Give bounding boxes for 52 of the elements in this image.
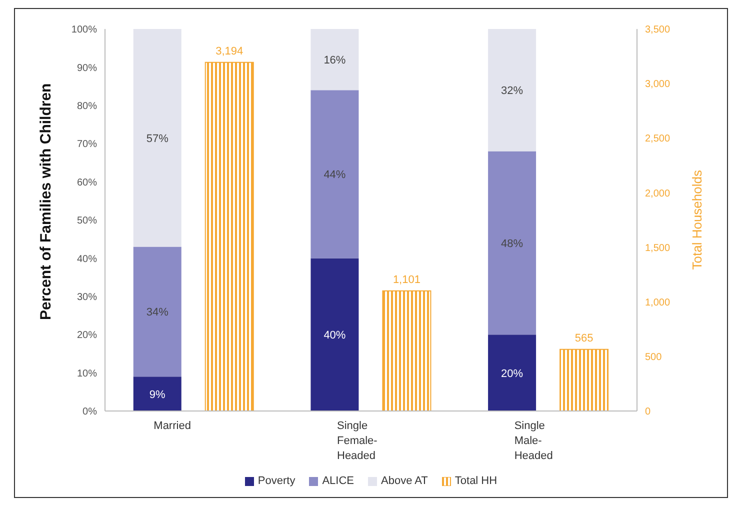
data-label: 40%: [324, 330, 346, 342]
y2-tick-label: 3,000: [645, 79, 670, 90]
legend-label: ALICE: [322, 475, 354, 487]
bar: [133, 246, 182, 377]
y-tick-label: 60%: [76, 177, 98, 188]
bar: [133, 376, 182, 411]
y2-tick-label: 1,000: [645, 297, 670, 308]
data-label: 34%: [146, 306, 169, 319]
bar: [560, 348, 609, 411]
bar: [382, 290, 432, 411]
y-tick-label: 80%: [76, 100, 98, 112]
data-label: 1,101: [392, 274, 420, 286]
bar: [488, 151, 536, 335]
data-label: 16%: [324, 54, 346, 67]
legend-label: Poverty: [258, 475, 296, 487]
bar: [310, 90, 359, 258]
y-tick-label: 100%: [71, 24, 98, 36]
data-label: 48%: [501, 238, 524, 250]
y-tick-label: 90%: [76, 62, 98, 74]
y-tick-label: 10%: [76, 368, 98, 380]
x-tick-label: Married: [154, 420, 191, 432]
y2-tick-label: 1,500: [645, 242, 670, 254]
bar: [488, 29, 536, 152]
legend-label: Total HH: [454, 475, 498, 487]
y-tick-label: 70%: [76, 139, 98, 150]
data-label: 565: [574, 332, 594, 344]
bar: [488, 334, 536, 411]
bar: [310, 258, 359, 411]
y-tick-label: 50%: [76, 216, 98, 227]
y2-axis-title: Total Households: [690, 170, 705, 270]
data-label: 32%: [501, 85, 524, 98]
y2-tick-label: 2,500: [645, 134, 670, 145]
bar: [133, 29, 182, 247]
data-label: 9%: [149, 388, 166, 401]
data-label: 44%: [324, 169, 346, 182]
data-label: 3,194: [216, 45, 244, 58]
y-tick-label: 0%: [82, 406, 98, 418]
legend-label: Above AT: [381, 475, 428, 487]
y2-tick-label: 0: [645, 406, 651, 418]
bar: [204, 62, 254, 411]
y-tick-label: 40%: [76, 254, 98, 265]
x-tick-label: Single Female-Headed: [337, 420, 378, 462]
x-tick-label: Single Male-Headed: [514, 420, 553, 462]
y2-tick-label: 500: [645, 352, 662, 363]
y-axis-title: Percent of Families with Children: [37, 83, 54, 320]
data-label: 57%: [146, 132, 169, 145]
y-tick-label: 30%: [76, 292, 98, 303]
y2-tick-label: 2,000: [645, 188, 670, 200]
y2-tick-label: 3,500: [645, 24, 670, 36]
y-tick-label: 20%: [76, 330, 98, 342]
data-label: 20%: [501, 368, 524, 380]
bar: [310, 29, 359, 90]
